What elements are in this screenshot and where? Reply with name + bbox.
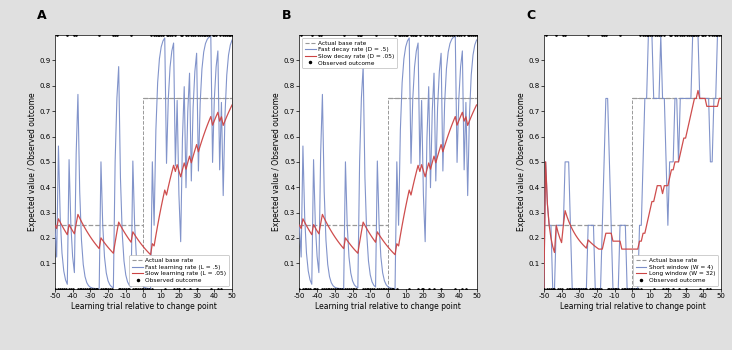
Legend: Actual base rate, Fast decay rate (D = .5), Slow decay rate (D = .05), Observed : Actual base rate, Fast decay rate (D = .… <box>302 38 397 69</box>
Text: B: B <box>282 9 291 22</box>
Text: C: C <box>526 9 535 22</box>
Legend: Actual base rate, Short window (W = 4), Long window (W = 32), Observed outcome: Actual base rate, Short window (W = 4), … <box>633 255 718 286</box>
Y-axis label: Expected value / Observed outcome: Expected value / Observed outcome <box>517 92 526 231</box>
Legend: Actual base rate, Fast learning rate (L = .5), Slow learning rate (L = .05), Obs: Actual base rate, Fast learning rate (L … <box>130 255 229 286</box>
Y-axis label: Expected value / Observed outcome: Expected value / Observed outcome <box>272 92 281 231</box>
X-axis label: Learning trial relative to change point: Learning trial relative to change point <box>315 302 461 311</box>
Text: A: A <box>37 9 47 22</box>
X-axis label: Learning trial relative to change point: Learning trial relative to change point <box>559 302 706 311</box>
Y-axis label: Expected value / Observed outcome: Expected value / Observed outcome <box>28 92 37 231</box>
X-axis label: Learning trial relative to change point: Learning trial relative to change point <box>70 302 217 311</box>
